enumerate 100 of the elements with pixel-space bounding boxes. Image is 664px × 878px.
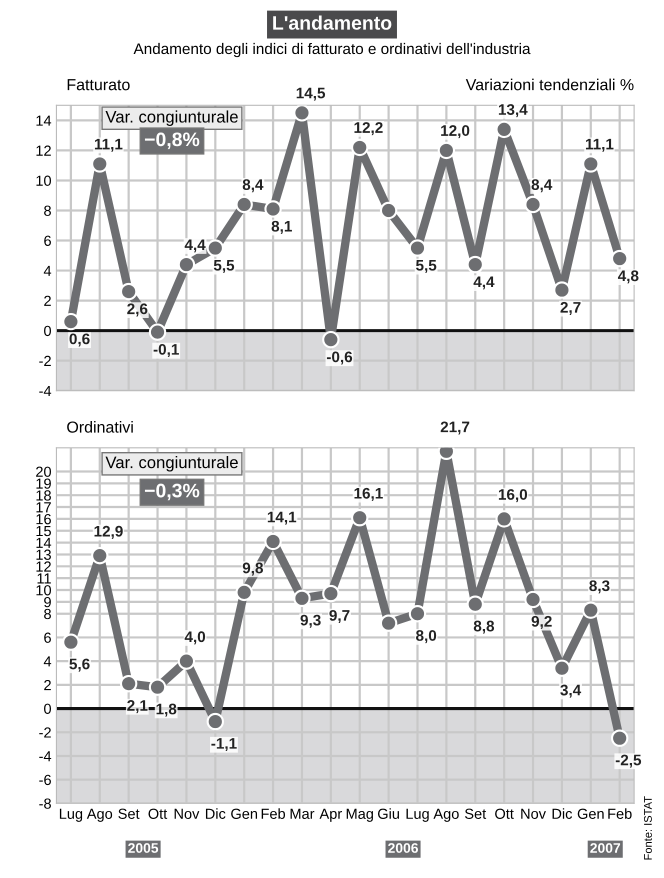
point: [610, 729, 628, 747]
y-tick-label: 18: [36, 490, 51, 501]
data-label: 8,0: [416, 630, 436, 644]
x-tick-label: Ott: [148, 808, 168, 819]
point: [524, 196, 542, 214]
x-tick-label: Ago: [433, 808, 459, 822]
data-label: 5,6: [69, 658, 90, 672]
data-label: 5,5: [214, 260, 234, 273]
y-tick-label: 0: [44, 326, 52, 336]
text: 2007: [590, 843, 620, 853]
x-tick-label: Lug: [406, 808, 429, 822]
y-tick-label: -6: [39, 774, 51, 786]
y-tick-label: 12: [36, 561, 51, 572]
data-label: 9,8: [242, 562, 264, 576]
x-tick-label: Giu: [378, 808, 399, 819]
text: Fatturato: [68, 79, 130, 90]
text: 2005: [128, 843, 158, 853]
point: [178, 652, 196, 670]
x-tick-label: Mar: [290, 808, 314, 819]
point: [466, 596, 484, 613]
data-label: 9,7: [329, 610, 350, 623]
annotation: −0,8%: [144, 132, 200, 150]
data-label: -0,6: [326, 351, 352, 365]
y-tick-label: -2: [39, 727, 51, 738]
data-label: -1,1: [211, 738, 237, 752]
x-tick-label: Apr: [320, 808, 342, 822]
point: [408, 605, 426, 622]
y-tick-label: 6: [44, 236, 51, 246]
data-label: 11,1: [586, 138, 614, 152]
data-label: 9,3: [300, 614, 321, 628]
y-tick-label: 17: [36, 502, 51, 512]
point: [264, 200, 282, 218]
data-label: 9,2: [532, 616, 552, 629]
y-tick-label: 9: [44, 596, 51, 608]
y-tick-label: 8: [44, 608, 51, 620]
x-tick-label: Ago: [86, 808, 112, 822]
point: [293, 590, 311, 607]
annotation: −0,3%: [144, 484, 200, 500]
point: [148, 323, 166, 341]
point: [582, 601, 600, 619]
point: [495, 510, 513, 528]
data-label: 0,6: [70, 333, 90, 346]
point: [178, 256, 196, 274]
y-tick-label: 19: [36, 478, 51, 489]
point: [264, 532, 282, 550]
point: [582, 155, 600, 173]
point: [466, 256, 484, 274]
x-tick-label: Gen: [578, 808, 604, 819]
y-tick-label: -4: [39, 386, 52, 396]
point: [293, 105, 311, 122]
y-tick-label: 4: [44, 266, 52, 276]
x-tick-label: Gen: [231, 808, 258, 819]
data-label: 16,0: [498, 489, 528, 502]
chart-subtitle: Andamento degli indici di fatturato e ordinativi dell'industria: [134, 42, 530, 58]
x-tick-label: Feb: [608, 808, 632, 819]
x-tick-label: Nov: [174, 808, 200, 819]
chart-title: L'andamento: [273, 16, 392, 30]
x-tick-label: Set: [118, 808, 140, 819]
y-tick-label: 13: [36, 550, 51, 560]
x-tick-label: Feb: [262, 808, 286, 819]
y-tick-label: 15: [36, 526, 51, 536]
y-tick-label: 10: [36, 585, 52, 596]
x-tick-label: Ott: [495, 808, 514, 819]
y-tick-label: 2: [44, 680, 51, 690]
data-label: 12,2: [354, 122, 383, 136]
data-label: 12,9: [94, 526, 123, 539]
y-tick-label: 16: [36, 514, 51, 524]
point: [524, 590, 542, 608]
y-tick-label: 4: [44, 656, 52, 666]
point: [322, 584, 340, 602]
data-label: -0,1: [154, 344, 179, 357]
source-note: Fonte: ISTAT: [644, 796, 652, 860]
point: [91, 155, 108, 173]
y-tick-label: 6: [44, 632, 51, 643]
x-tick-label: Dic: [206, 808, 226, 819]
point: [62, 633, 80, 651]
y-tick-label: 10: [36, 176, 52, 186]
data-label: 8,8: [474, 620, 494, 634]
text: 2006: [388, 843, 418, 853]
data-label: 8,1: [272, 220, 292, 234]
y-axis-title: Variazioni tendenziali %: [466, 78, 634, 90]
y-tick-label: 11: [38, 573, 51, 584]
x-tick-label: Mag: [346, 808, 373, 822]
data-label: 13,4: [498, 104, 528, 118]
point: [206, 239, 224, 257]
data-label: 2,6: [127, 303, 148, 316]
point: [120, 674, 138, 692]
x-tick-label: Nov: [521, 808, 546, 819]
y-tick-label: 8: [44, 206, 51, 216]
point: [236, 196, 253, 214]
data-label: 14,1: [268, 512, 296, 525]
data-label: 8,4: [532, 179, 552, 192]
data-label: 4,8: [618, 270, 638, 284]
y-tick-label: 20: [36, 466, 52, 477]
point: [380, 202, 398, 220]
y-tick-label: 14: [36, 538, 52, 548]
point: [91, 546, 108, 564]
x-tick-label: Dic: [552, 808, 572, 819]
data-label: 4,4: [474, 276, 494, 290]
point: [206, 712, 224, 730]
